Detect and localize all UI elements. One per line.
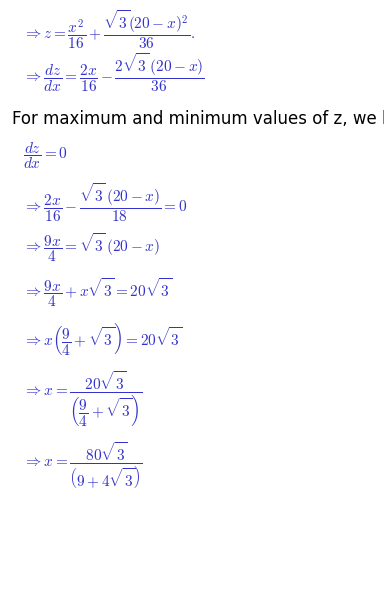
Text: $\Rightarrow z = \dfrac{x^2}{16} + \dfrac{\sqrt{3}(20-x)^2}{36}.$: $\Rightarrow z = \dfrac{x^2}{16} + \dfra… (23, 8, 195, 51)
Text: $\Rightarrow x = \dfrac{20\sqrt{3}}{\left(\dfrac{9}{4} + \sqrt{3}\right)}$: $\Rightarrow x = \dfrac{20\sqrt{3}}{\lef… (23, 369, 142, 429)
Text: $\Rightarrow \dfrac{dz}{dx} = \dfrac{2x}{16} - \dfrac{2\sqrt{3}\,(20-x)}{36}$: $\Rightarrow \dfrac{dz}{dx} = \dfrac{2x}… (23, 51, 205, 94)
Text: For maximum and minimum values of z, we have: For maximum and minimum values of z, we … (12, 110, 384, 128)
Text: $\Rightarrow \dfrac{9x}{4} = \sqrt{3}\,(20-x)$: $\Rightarrow \dfrac{9x}{4} = \sqrt{3}\,(… (23, 231, 160, 264)
Text: $\Rightarrow \dfrac{2x}{16} - \dfrac{\sqrt{3}\,(20-x)}{18} = 0$: $\Rightarrow \dfrac{2x}{16} - \dfrac{\sq… (23, 181, 187, 224)
Text: $\Rightarrow \dfrac{9x}{4} + x\sqrt{3} = 20\sqrt{3}$: $\Rightarrow \dfrac{9x}{4} + x\sqrt{3} =… (23, 276, 172, 309)
Text: $\dfrac{dz}{dx} = 0$: $\dfrac{dz}{dx} = 0$ (23, 140, 68, 171)
Text: $\Rightarrow x\left(\dfrac{9}{4} + \sqrt{3}\right) = 20\sqrt{3}$: $\Rightarrow x\left(\dfrac{9}{4} + \sqrt… (23, 321, 182, 357)
Text: $\Rightarrow x = \dfrac{80\sqrt{3}}{\left(9 + 4\sqrt{3}\right)}$: $\Rightarrow x = \dfrac{80\sqrt{3}}{\lef… (23, 440, 143, 491)
